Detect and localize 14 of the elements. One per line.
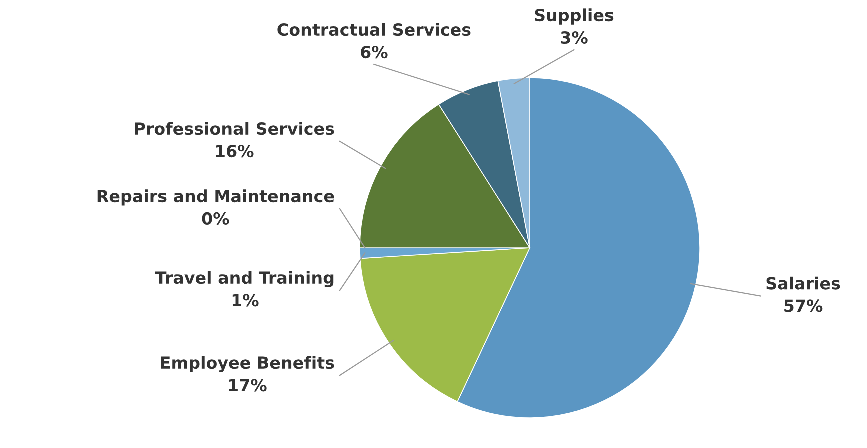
data-label: 17% <box>229 379 267 392</box>
data-label: 1% <box>232 294 259 307</box>
text: 0% <box>202 212 230 226</box>
slice-label: Salaries <box>766 276 840 290</box>
data-label: 3% <box>561 31 588 44</box>
slice-label: Contractual Services <box>278 23 471 36</box>
data-label: 57% <box>784 300 823 312</box>
slice-label: Supplies <box>535 8 614 25</box>
data-label: 6% <box>361 46 388 59</box>
slice-label: Employee Benefits <box>161 356 334 372</box>
category-label: Repairs and Maintenance <box>98 190 334 206</box>
slice-label: Professional Services <box>135 122 334 136</box>
data-label: 16% <box>216 144 254 158</box>
slice-label: Travel and Training <box>155 271 334 288</box>
